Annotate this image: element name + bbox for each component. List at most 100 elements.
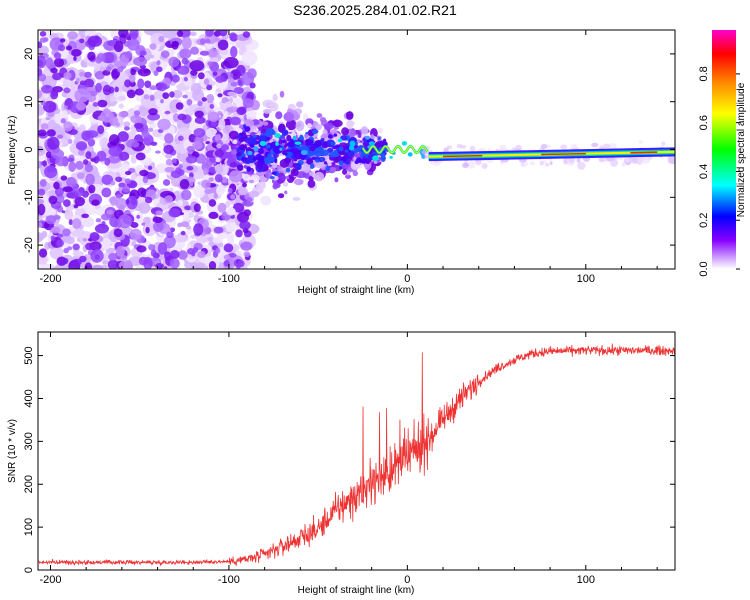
spectrogram-blob [252,156,258,161]
spectrogram-blob [277,165,283,171]
spectrogram-blob [229,116,241,126]
spectrogram-blob [182,94,188,99]
spectrogram-blob [147,127,154,132]
spectrogram-blob [113,228,123,238]
spectrogram-blob [277,193,285,199]
spectrogram-blob [631,160,637,165]
spectrogram-blob [123,40,132,47]
spectrogram-blob [219,246,226,254]
spectrogram-blob [75,160,84,170]
colorbar-tick-label: 0.2 [698,213,710,228]
spectrogram-blob [265,144,271,149]
spectrogram-xtick-label: -100 [218,273,240,285]
spectrogram-blob [149,43,157,50]
spectrogram-blob [117,214,132,229]
spectrogram-blob [124,170,132,176]
spectrogram-blob [203,168,209,176]
spectrogram-blob [170,250,180,259]
spectrogram-blob [56,239,64,248]
spectrogram-blob [610,158,619,167]
spectrogram-blob [38,198,45,205]
spectrogram-blob [49,245,64,260]
spectrogram-blob [80,61,87,68]
spectrogram-blob [357,132,362,139]
spectrogram-blob [243,209,251,217]
spectrogram-blob [116,194,122,199]
spectrogram-blob [591,142,599,148]
spectrogram-blob [193,203,201,213]
spectrogram-blob [295,162,302,171]
spectrogram-blob [94,70,105,80]
spectrogram-blob [344,160,351,165]
spectrogram-blob [236,164,244,172]
spectrogram-blob [72,243,80,251]
spectrogram-blob [214,174,223,183]
spectrogram-blob [333,133,338,137]
spectrogram-blob [338,160,344,166]
spectrogram-blob [163,235,176,249]
spectrogram-blob [257,156,264,165]
spectrogram-blob [638,140,643,144]
spectrogram-blob [279,147,283,151]
spectrogram-blob [215,163,224,174]
spectrogram-blob [182,216,191,223]
spectrogram-blob [332,119,343,128]
spectrogram-blob [110,180,116,186]
spectrogram-blob [95,218,102,223]
spectrogram-blob [164,110,171,115]
spectrogram-blob [47,136,60,150]
colorbar-label: Normalized spectral amplitude [736,82,747,217]
spectrogram-blob [292,135,297,141]
spectrogram-blob [38,222,43,228]
spectrogram-blob [135,152,146,161]
spectrogram-blob [223,260,230,267]
spectrogram-blob [91,199,100,206]
spectrogram-blob [108,134,120,146]
spectrogram-blob [671,156,675,160]
spectrogram-blob [139,50,147,56]
spectrogram-ytick-label: -10 [23,189,35,205]
spectrogram-blob [186,145,196,153]
spectrogram-blob [117,131,129,142]
spectrogram-blob [145,226,150,234]
spectrogram-blob [85,173,95,186]
figure-title: S236.2025.284.01.02.R21 [293,2,457,18]
spectrogram-blob [72,258,82,266]
spectrogram-blob [236,106,247,116]
spectrogram-blob [308,176,314,182]
spectrogram-blob [117,95,127,101]
spectrogram-blob [377,136,381,141]
spectrogram-blob [85,242,94,251]
spectrogram-blob [74,88,90,103]
spectrogram-blob [150,141,158,146]
spectrogram-blob [230,194,236,200]
spectrogram-blob [199,38,206,45]
spectrogram-blob [50,235,56,241]
spectrogram-blob [269,176,275,180]
spectrogram-blob [191,251,196,257]
spectrogram-blob [301,144,306,149]
spectrogram-blob [152,92,163,100]
spectrogram-blob [39,178,47,187]
spectrogram-blob [233,86,244,94]
spectrogram-blob [105,66,112,72]
spectrogram-blob [215,247,221,254]
spectrogram-blob [143,256,153,269]
spectrogram-blob [499,145,507,150]
spectrogram-blob [241,173,251,181]
spectrogram-blob [208,48,218,58]
spectrogram-blob [307,179,316,188]
spectrogram-blob [118,111,129,118]
spectrogram-blob [67,210,74,217]
spectrogram-blob [320,158,324,162]
spectrogram-blob [62,186,73,193]
spectrogram-blob [49,63,56,68]
spectrogram-blob [171,40,180,47]
spectrogram-blob [292,196,301,201]
spectrogram-blob [74,189,84,197]
spectrogram-blob [204,188,214,194]
spectrogram-blob [53,181,60,190]
spectrogram-blob [208,211,219,220]
spectrogram-xtick-label: -200 [39,273,61,285]
spectrogram-blob [45,85,51,89]
